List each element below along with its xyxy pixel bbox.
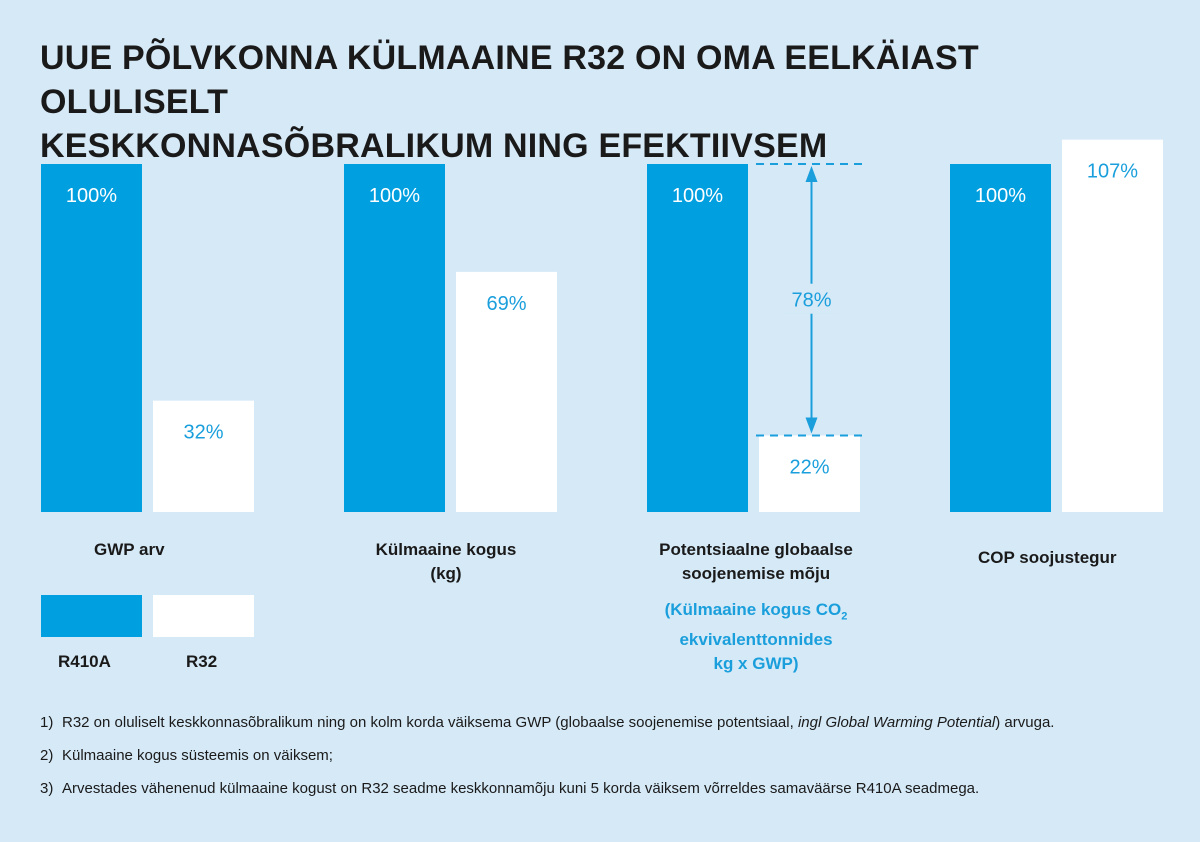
footnote-text: Arvestades vähenenud külmaaine kogust on… [62,780,980,797]
category-label-cop: COP soojustegur [978,548,1117,567]
bar-r32-1 [456,271,557,512]
footnote-1: 1) R32 on oluliselt keskkonnasõbralikum … [40,712,1160,733]
footnote-3: 3) Arvestades vähenenud külmaaine kogust… [40,778,1160,799]
annotation-arrow-down [805,417,818,434]
footnote-text-end: ) arvuga. [995,714,1055,731]
legend-swatch-r32 [153,595,254,637]
footnote-number: 2) [40,747,54,764]
bar-r410a-2 [647,164,748,512]
note-subscript: 2 [841,610,848,623]
chart-title: UUE PÕLVKONNA KÜLMAAINE R32 ON OMA EELKÄ… [40,36,1160,168]
data-label-r32-1: 69% [486,293,526,315]
category-label-warming-impact: Potentsiaalne globaalse soojenemise mõju [659,540,853,583]
category-label-gwp: GWP arv [94,540,165,559]
footnote-text: R32 on oluliselt keskkonnasõbralikum nin… [62,714,798,731]
category-label-refrigerant-amount: Külmaaine kogus (kg) [375,540,517,583]
bar-r410a-3 [950,164,1051,512]
legend-swatch-r410a [41,595,142,637]
legend-label-r32: R32 [186,652,218,671]
bar-r32-0 [153,400,254,512]
data-label-r410a-2: 100% [672,185,723,207]
note-line-3: kg x GWP) [713,654,799,674]
footnote-number: 3) [40,780,54,797]
data-label-r32-0: 32% [183,422,223,444]
footnote-italic: ingl Global Warming Potential [797,714,996,731]
bar-r32-3 [1062,139,1163,512]
note-line-2: ekvivalenttonnides [679,630,833,650]
bar-r410a-0 [41,164,142,512]
data-label-r410a-0: 100% [66,185,117,207]
annotation-label: 78% [791,290,831,312]
category-note-co2: (Külmaaine kogus CO2 ekvivalenttonnides … [636,598,876,676]
footnote-text: Külmaaine kogus süsteemis on väiksem; [62,747,333,764]
bar-r32-2 [759,435,860,512]
data-label-r410a-3: 100% [975,185,1026,207]
annotation-label-bg [783,283,840,314]
data-label-r32-2: 22% [789,456,829,478]
legend-label-r410a: R410A [58,652,111,671]
footnotes: 1) R32 on oluliselt keskkonnasõbralikum … [40,712,1160,811]
data-label-r410a-1: 100% [369,185,420,207]
footnote-2: 2) Külmaaine kogus süsteemis on väiksem; [40,745,1160,766]
note-line-1: (Külmaaine kogus CO [664,600,842,619]
data-label-r32-3: 107% [1087,161,1138,183]
title-line-2: KESKKONNASÕBRALIKUM NING EFEKTIIVSEM [40,127,828,165]
title-line-1: UUE PÕLVKONNA KÜLMAAINE R32 ON OMA EELKÄ… [40,39,979,121]
annotation-arrow-up [805,166,818,182]
footnote-number: 1) [40,714,54,731]
bar-r410a-1 [344,164,445,512]
